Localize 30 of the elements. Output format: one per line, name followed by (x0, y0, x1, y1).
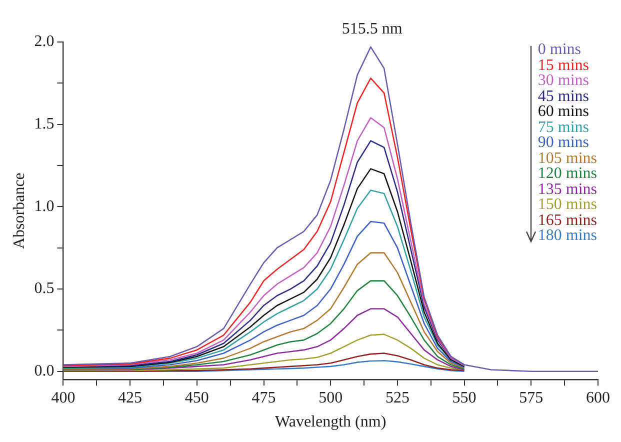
x-tick-label: 475 (252, 389, 276, 406)
text: 120 mins (538, 165, 597, 182)
y-tick-label: 2.0 (34, 33, 54, 50)
text: 165 mins (538, 212, 597, 228)
x-tick-label: 525 (385, 389, 410, 406)
x-tick-label: 575 (519, 389, 544, 406)
y-tick-label: 1.5 (34, 116, 54, 133)
text: 45 mins (538, 88, 590, 104)
y-tick-label: 0.5 (34, 280, 54, 298)
y-tick-label: 1.0 (34, 198, 54, 215)
x-tick-label: 500 (318, 389, 343, 406)
text: 30 mins (538, 72, 590, 89)
text: 105 mins (538, 150, 597, 166)
annotation: 515.5 nm (342, 20, 403, 38)
x-tick-label: 400 (51, 389, 76, 406)
text: 180 mins (538, 227, 597, 244)
x-tick-label: 600 (586, 389, 610, 406)
text: 75 mins (538, 118, 590, 136)
x-tick-label: 550 (452, 389, 476, 406)
text: 15 mins (538, 56, 590, 74)
y-axis-title: Absorbance (10, 172, 28, 250)
text: 135 mins (538, 180, 597, 198)
x-axis-title: Wavelength (nm) (275, 414, 386, 431)
x-tick-label: 425 (118, 389, 142, 406)
text: 150 mins (538, 196, 597, 213)
text: 60 mins (538, 103, 590, 120)
text: 90 mins (538, 134, 590, 151)
y-tick-label: 0.0 (34, 362, 54, 380)
x-tick-label: 450 (184, 389, 209, 406)
text: 0 mins (538, 41, 582, 58)
